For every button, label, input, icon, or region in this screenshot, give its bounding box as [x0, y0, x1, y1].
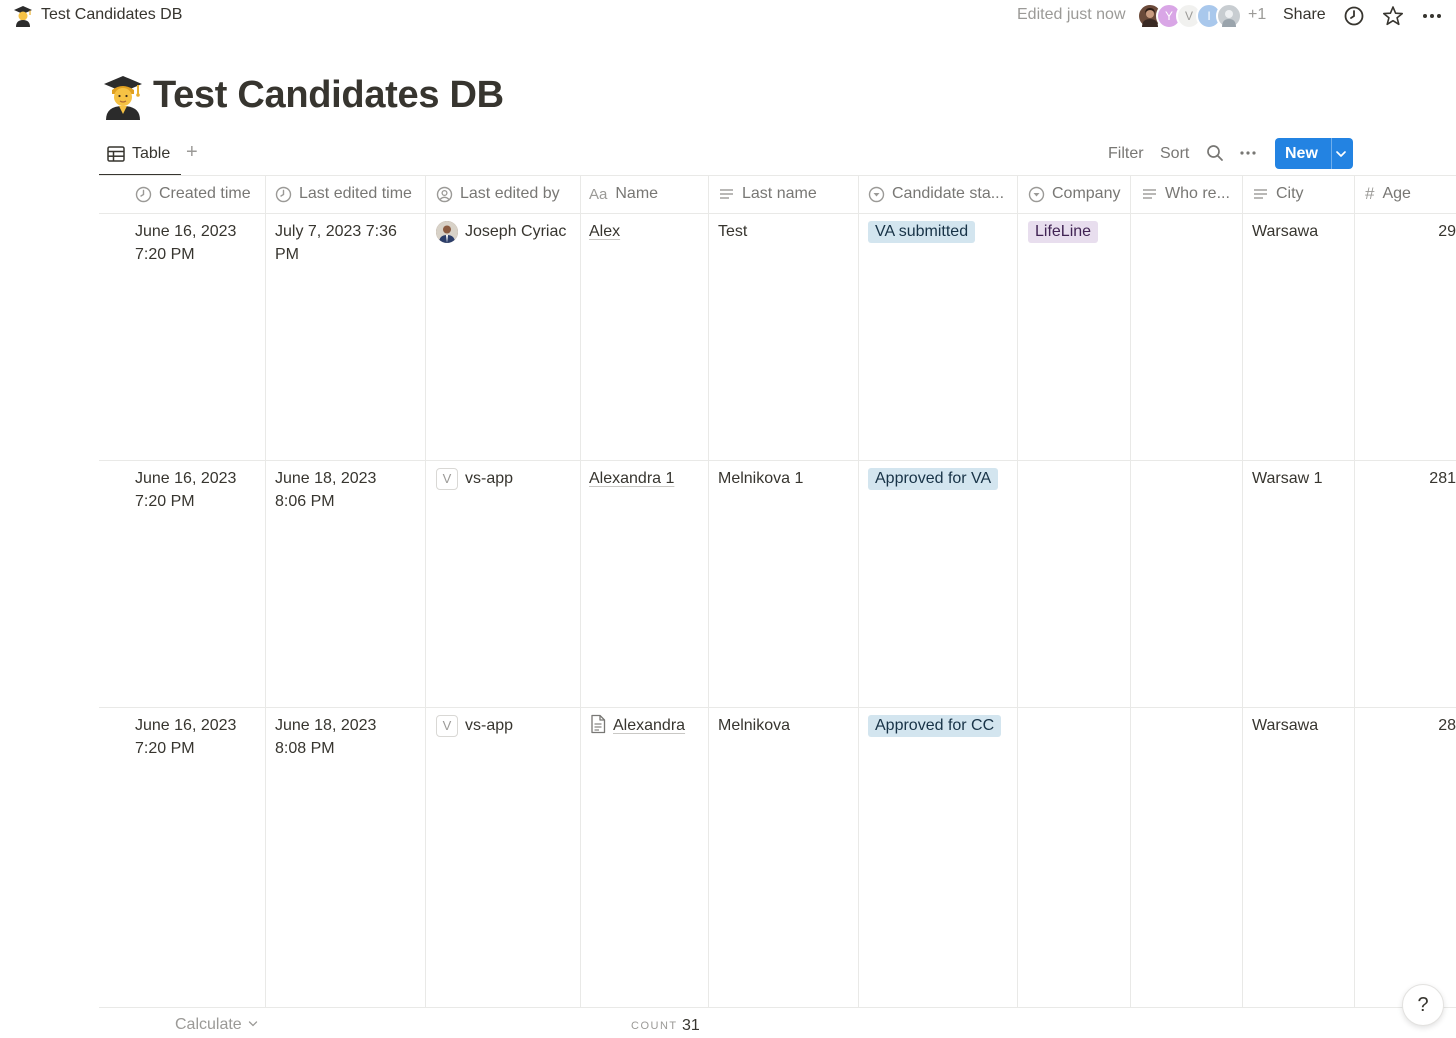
count-value[interactable]: 31 [682, 1017, 700, 1034]
help-icon: ? [1417, 993, 1429, 1016]
column-header-city[interactable]: City [1252, 175, 1354, 213]
text-lines-icon [1254, 188, 1267, 199]
new-button-divider [1331, 138, 1332, 169]
person-circle-icon [436, 186, 453, 202]
more-icon[interactable] [1421, 5, 1443, 27]
column-divider[interactable] [858, 175, 859, 1007]
column-header-company[interactable]: Company [1028, 175, 1130, 213]
avatar[interactable] [1216, 3, 1242, 29]
table-divider [99, 175, 1456, 176]
integration-badge: V [436, 467, 458, 490]
table-icon [107, 146, 125, 162]
status-badge: VA submitted [868, 221, 976, 243]
column-header-created-time[interactable]: Created time [135, 175, 265, 213]
new-record-button[interactable]: New [1275, 138, 1353, 169]
column-header-age[interactable]: # Age [1365, 184, 1411, 203]
new-button-label: New [1285, 145, 1318, 162]
sort-button[interactable]: Sort [1160, 145, 1190, 162]
text-lines-icon [720, 188, 733, 199]
graduate-emoji-icon [14, 6, 32, 27]
breadcrumb-page-title[interactable]: Test Candidates DB [41, 6, 183, 23]
column-header-last-edited-by[interactable]: Last edited by [436, 175, 580, 213]
filter-button[interactable]: Filter [1108, 145, 1144, 162]
name-cell[interactable]: Alex [589, 223, 621, 240]
last-name-cell[interactable]: Test [718, 223, 748, 240]
age-cell[interactable]: 281 [1429, 470, 1456, 487]
database-table: Created time Last edited time Last edite… [99, 175, 1456, 1008]
created-time-cell[interactable]: June 16, 2023 7:20 PM [135, 717, 237, 757]
candidate-status-cell[interactable]: Approved for CC [868, 714, 1013, 737]
table-divider [99, 707, 1456, 708]
column-divider[interactable] [1017, 175, 1018, 1007]
city-cell[interactable]: Warsawa [1252, 223, 1319, 240]
text-lines-icon [1143, 188, 1156, 199]
city-cell[interactable]: Warsaw 1 [1252, 470, 1323, 487]
page-icon [591, 714, 606, 734]
status-badge: Approved for VA [868, 468, 999, 490]
calculate-dropdown[interactable]: Calculate [175, 1016, 258, 1034]
created-time-cell[interactable]: June 16, 2023 7:20 PM [135, 470, 237, 510]
candidate-status-cell[interactable]: Approved for VA [868, 467, 1013, 490]
help-button[interactable]: ? [1402, 984, 1444, 1026]
name-cell[interactable]: Alexandra [589, 714, 706, 737]
column-divider[interactable] [1242, 175, 1243, 1007]
table-divider [99, 460, 1456, 461]
last-edited-by-cell[interactable]: Joseph Cyriac [436, 220, 580, 243]
created-time-cell[interactable]: June 16, 2023 7:20 PM [135, 223, 237, 263]
page-title[interactable]: Test Candidates DB [153, 74, 504, 116]
tab-table-label: Table [132, 145, 171, 162]
column-header-candidate-status[interactable]: Candidate sta... [868, 175, 1017, 213]
integration-badge: V [436, 714, 458, 737]
add-view-button[interactable]: + [186, 141, 198, 163]
company-cell[interactable]: LifeLine [1028, 220, 1128, 243]
tab-table-view[interactable]: Table [99, 136, 181, 176]
column-header-last-edited-time[interactable]: Last edited time [275, 175, 425, 213]
column-divider[interactable] [1130, 175, 1131, 1007]
column-divider[interactable] [265, 175, 266, 1007]
select-icon [1028, 186, 1045, 202]
search-icon[interactable] [1206, 144, 1224, 162]
clock-icon[interactable] [1343, 5, 1365, 27]
column-divider[interactable] [580, 175, 581, 1007]
top-bar: Test Candidates DB Edited just now Y V I… [0, 0, 1456, 32]
last-edited-time-cell[interactable]: July 7, 2023 7:36 PM [275, 223, 397, 263]
count-label[interactable]: COUNT [631, 1020, 678, 1032]
chevron-down-icon [249, 1021, 258, 1027]
age-cell[interactable]: 28 [1438, 717, 1456, 734]
number-property-icon: # [1365, 184, 1375, 203]
last-name-cell[interactable]: Melnikova 1 [718, 470, 804, 487]
company-badge: LifeLine [1028, 221, 1099, 243]
edited-status: Edited just now [1017, 6, 1126, 23]
column-header-last-name[interactable]: Last name [718, 175, 858, 213]
star-icon[interactable] [1382, 5, 1404, 27]
table-divider [99, 213, 1456, 214]
column-header-who-referred[interactable]: Who re... [1141, 175, 1242, 213]
age-cell[interactable]: 29 [1438, 223, 1456, 240]
column-divider[interactable] [708, 175, 709, 1007]
avatar [436, 220, 458, 243]
more-options-icon[interactable] [1239, 144, 1257, 162]
extra-collaborators-count[interactable]: +1 [1248, 6, 1267, 23]
select-icon [868, 186, 885, 202]
graduate-emoji-icon[interactable] [102, 74, 144, 120]
city-cell[interactable]: Warsawa [1252, 717, 1319, 734]
title-property-icon: Aa [589, 185, 608, 203]
status-badge: Approved for CC [868, 715, 1002, 737]
column-divider[interactable] [425, 175, 426, 1007]
clock-icon [275, 186, 292, 202]
column-divider[interactable] [1354, 175, 1355, 1007]
last-edited-time-cell[interactable]: June 18, 2023 8:06 PM [275, 470, 377, 510]
candidate-status-cell[interactable]: VA submitted [868, 220, 1013, 243]
clock-icon [135, 186, 152, 202]
chevron-down-icon[interactable] [1334, 147, 1348, 161]
share-button[interactable]: Share [1283, 6, 1326, 23]
table-divider [99, 1007, 1456, 1008]
column-header-name[interactable]: Aa Name [589, 185, 659, 203]
last-name-cell[interactable]: Melnikova [718, 717, 791, 734]
last-edited-time-cell[interactable]: June 18, 2023 8:08 PM [275, 717, 377, 757]
name-cell[interactable]: Alexandra 1 [589, 470, 675, 487]
